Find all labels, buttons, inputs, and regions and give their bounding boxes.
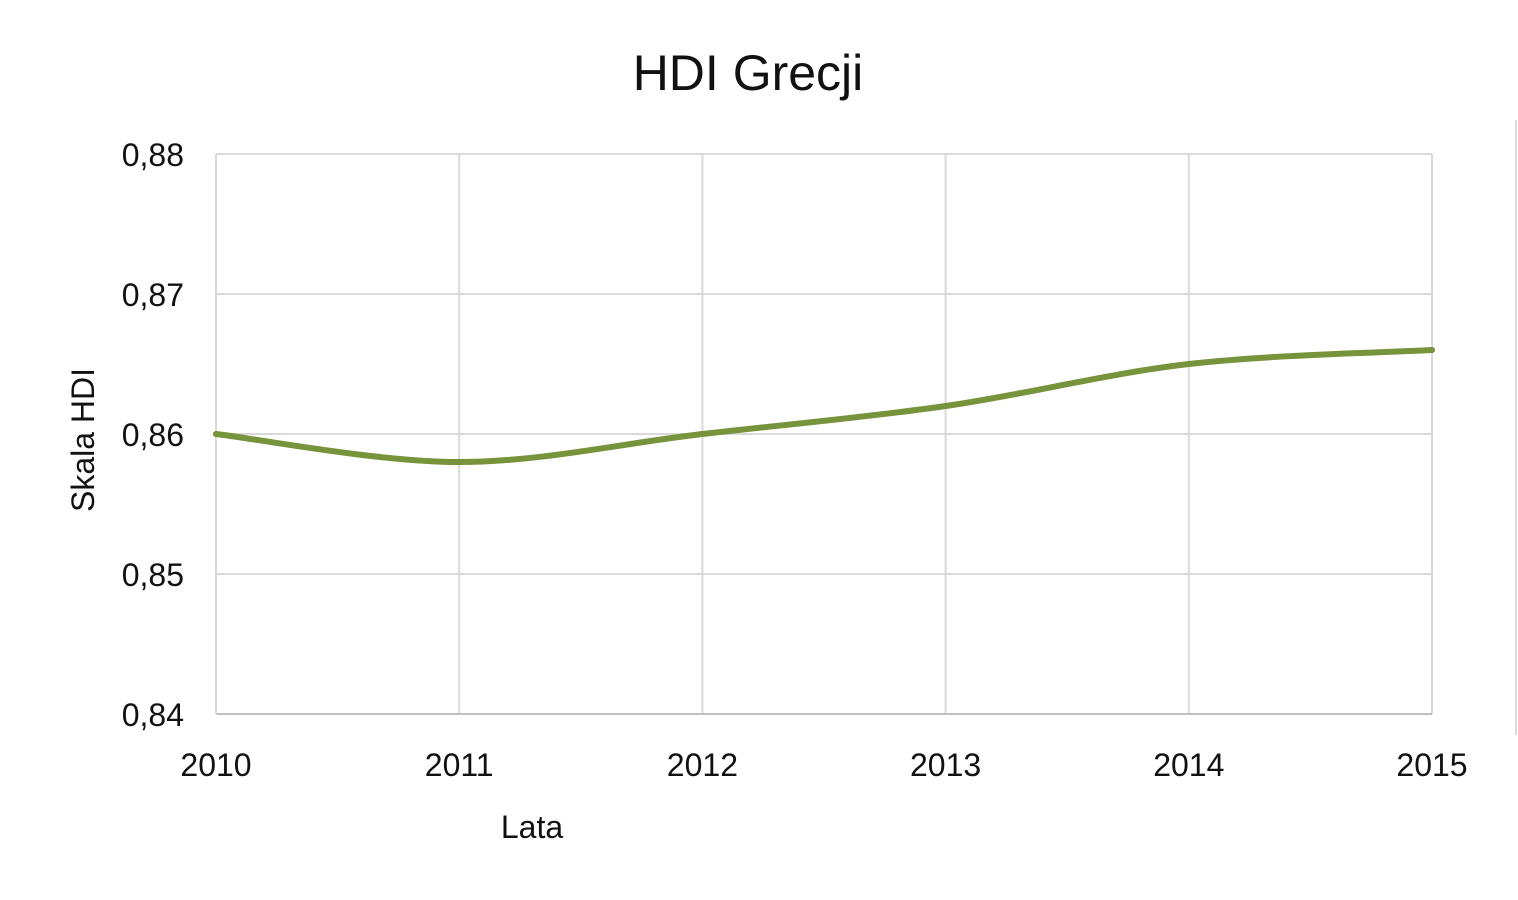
data-point: [1185, 361, 1192, 367]
x-tick-label: 2013: [910, 747, 981, 783]
data-point: [942, 403, 949, 409]
y-tick-label: 0,86: [122, 417, 184, 453]
x-tick-label: 2012: [667, 747, 738, 783]
data-point: [699, 431, 706, 437]
y-tick-label: 0,84: [122, 697, 184, 733]
data-point: [456, 459, 463, 465]
x-tick-labels: 2010 2011 2012 2013 2014 2015: [180, 747, 1467, 783]
x-tick-label: 2010: [180, 747, 251, 783]
y-axis-label: Skala HDI: [65, 368, 101, 512]
x-axis-label: Lata: [501, 809, 563, 845]
series-lines: [213, 347, 1435, 465]
series-line: [213, 347, 1435, 465]
x-tick-label: 2014: [1153, 747, 1224, 783]
data-point: [1429, 347, 1435, 353]
y-tick-labels: 0,84 0,85 0,86 0,87 0,88: [122, 137, 184, 733]
y-tick-label: 0,85: [122, 557, 184, 593]
y-tick-label: 0,88: [122, 137, 184, 173]
y-tick-label: 0,87: [122, 277, 184, 313]
grid: [216, 153, 1433, 714]
chart-title: HDI Grecji: [633, 45, 864, 101]
data-point: [213, 431, 219, 437]
x-tick-label: 2011: [425, 747, 494, 783]
x-tick-label: 2015: [1396, 747, 1467, 783]
